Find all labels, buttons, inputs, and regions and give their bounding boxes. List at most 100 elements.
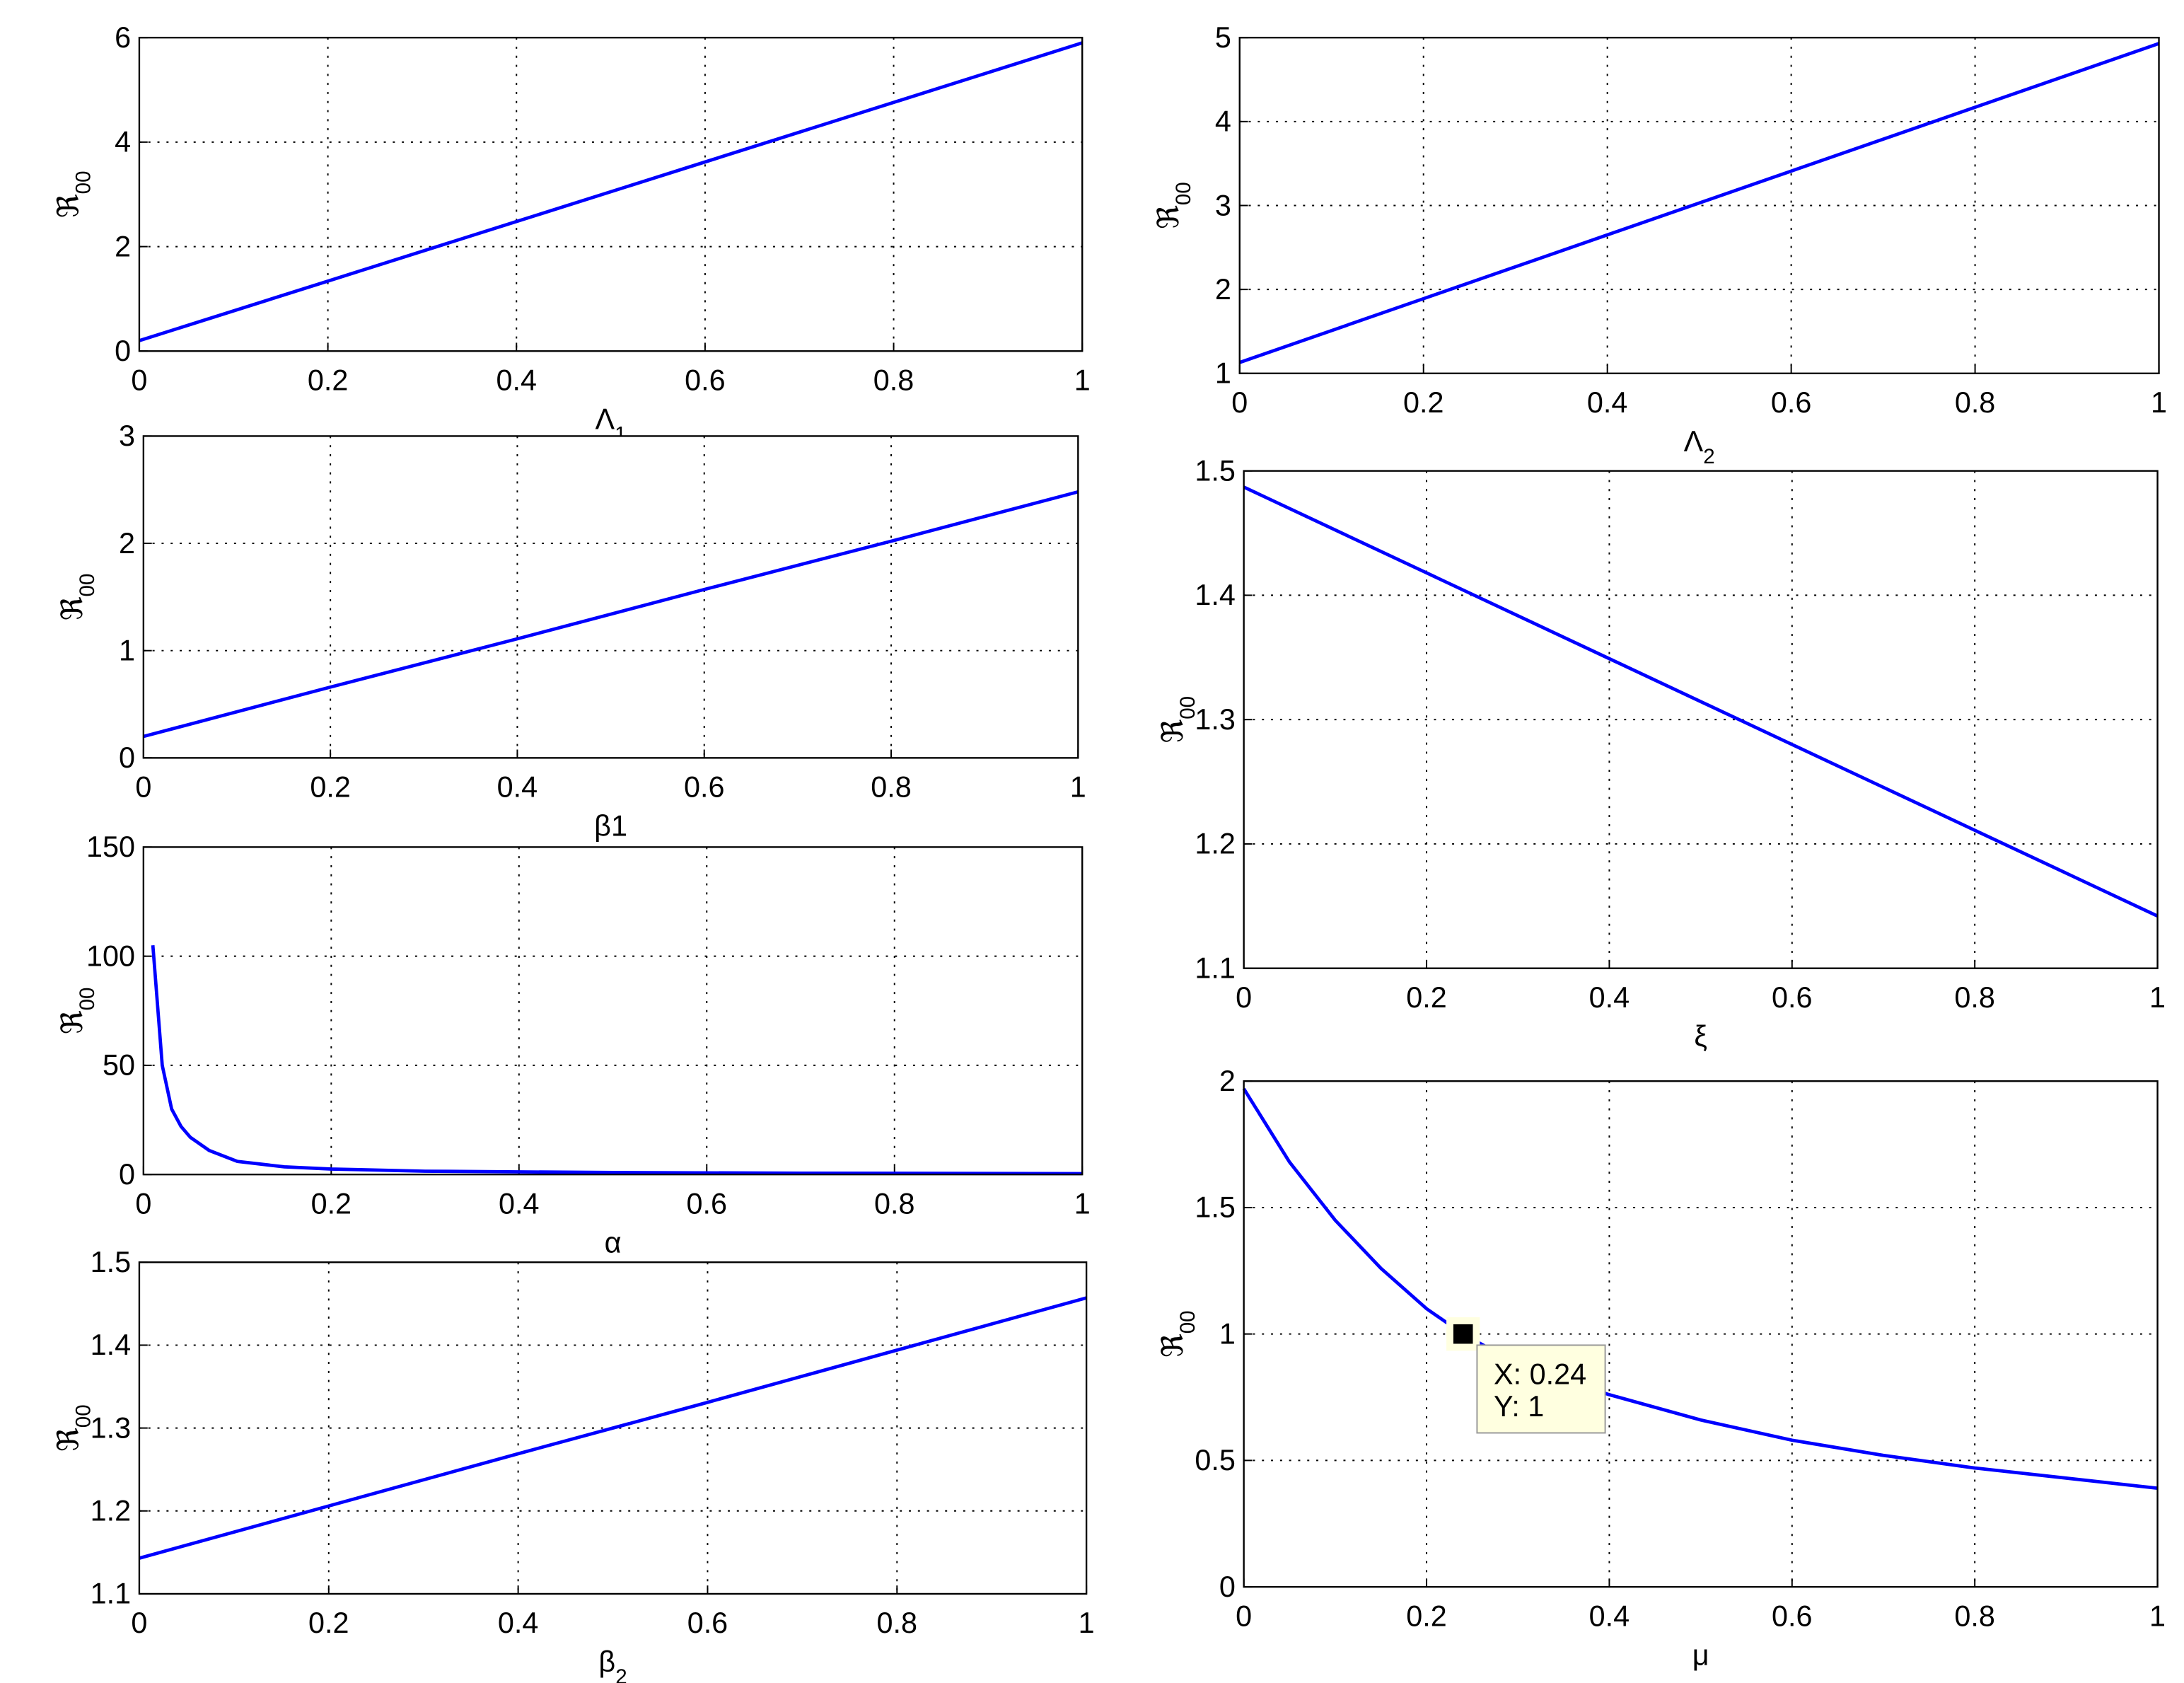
plot-area xyxy=(139,37,1083,352)
x-axis-label-base: μ xyxy=(1692,1638,1709,1671)
plot-area xyxy=(143,436,1079,758)
subplot: 0 0.2 0.4 0.6 0.8 1 0 50 100 150 α ℜ00 xyxy=(56,831,1091,1259)
x-tick-label: 1 xyxy=(1074,1187,1091,1220)
x-axis-label-base: β xyxy=(598,1646,615,1678)
x-tick-label: 0 xyxy=(1231,386,1248,419)
y-axis-label-base: ℜ xyxy=(1152,205,1185,229)
axes-frame xyxy=(142,846,1084,1176)
x-axis-label-base: ξ xyxy=(1694,1020,1707,1053)
y-axis-label-base: ℜ xyxy=(56,596,88,620)
x-tick-label: 0.2 xyxy=(1403,386,1444,419)
y-axis-label-sub: 00 xyxy=(1176,1310,1200,1334)
plot-area xyxy=(1239,37,2159,374)
y-tick-label: 1.5 xyxy=(1195,454,1235,487)
x-tick-label: 0.8 xyxy=(877,1607,917,1639)
x-tick-label: 0.2 xyxy=(308,1607,349,1639)
y-tick-label: 1.3 xyxy=(91,1411,131,1444)
x-axis-label-base: Λ xyxy=(1684,425,1704,458)
y-axis-label: ℜ00 xyxy=(1156,696,1200,744)
y-axis-label-sub: 00 xyxy=(71,170,95,194)
y-tick-label: 3 xyxy=(1215,189,1231,221)
x-axis-label-base: β1 xyxy=(594,810,627,843)
x-tick-label: 0.4 xyxy=(1587,386,1627,419)
x-tick-label: 0.8 xyxy=(873,364,914,396)
axes-frame xyxy=(1243,470,2159,969)
x-tick-label: 0 xyxy=(1236,981,1252,1014)
x-axis-label-sub: 2 xyxy=(615,1665,627,1683)
x-tick-label: 0.4 xyxy=(498,1607,538,1639)
x-tick-label: 0.6 xyxy=(685,364,725,396)
x-axis-label-sub: 2 xyxy=(1703,445,1714,468)
y-tick-label: 5 xyxy=(1215,21,1231,54)
x-tick-label: 0.2 xyxy=(308,364,348,396)
y-tick-label: 0.5 xyxy=(1195,1444,1235,1476)
x-tick-label: 1 xyxy=(2151,386,2167,419)
x-tick-label: 0.4 xyxy=(497,770,538,803)
x-tick-label: 0.6 xyxy=(687,1187,727,1220)
data-line xyxy=(139,41,1083,342)
y-tick-label: 3 xyxy=(119,420,135,452)
plot-area xyxy=(143,847,1083,1175)
x-axis-label: β2 xyxy=(598,1646,627,1683)
y-tick-label: 1.1 xyxy=(1195,952,1235,984)
y-axis-label-sub: 00 xyxy=(1172,182,1195,205)
datatip-box xyxy=(1476,1344,1606,1434)
y-tick-label: 0 xyxy=(119,1158,135,1191)
y-axis-label-sub: 00 xyxy=(76,988,99,1011)
y-tick-label: 1 xyxy=(1219,1317,1236,1350)
y-tick-label: 1.3 xyxy=(1195,703,1235,736)
y-tick-label: 6 xyxy=(115,21,131,54)
y-tick-label: 1.5 xyxy=(1195,1191,1235,1224)
x-axis-label: μ xyxy=(1692,1638,1709,1671)
y-axis-label: ℜ00 xyxy=(52,170,95,218)
axes-frame xyxy=(1238,36,2160,374)
y-tick-label: 1.2 xyxy=(1195,828,1235,860)
x-tick-label: 0.8 xyxy=(871,770,911,803)
y-tick-label: 4 xyxy=(1215,105,1231,138)
x-axis-label-base: α xyxy=(605,1226,622,1259)
axes-frame xyxy=(138,36,1084,352)
subplot: 0 0.2 0.4 0.6 0.8 1 1.1 1.2 1.3 1.4 1.5 β2 ℜ00 xyxy=(52,1246,1094,1683)
y-tick-label: 2 xyxy=(115,230,131,262)
data-line xyxy=(139,1296,1087,1560)
y-axis-label: ℜ00 xyxy=(1156,1310,1200,1358)
axes-frame xyxy=(142,435,1079,759)
datatip-x: X: 0.24 xyxy=(1494,1358,1586,1391)
x-tick-label: 0.8 xyxy=(1955,386,1995,419)
y-tick-label: 1.4 xyxy=(1195,579,1235,611)
x-tick-label: 0 xyxy=(1236,1600,1252,1632)
x-tick-label: 0 xyxy=(131,364,147,396)
y-tick-label: 100 xyxy=(86,939,135,972)
x-tick-label: 0.4 xyxy=(1589,981,1630,1014)
y-tick-label: 2 xyxy=(1219,1065,1236,1097)
y-tick-label: 4 xyxy=(115,126,131,158)
x-axis-label: β1 xyxy=(594,810,627,843)
x-tick-label: 0.8 xyxy=(1954,1600,1994,1632)
x-tick-label: 1 xyxy=(2149,981,2166,1014)
axes-frame xyxy=(138,1261,1088,1595)
x-tick-label: 0.8 xyxy=(1954,981,1994,1014)
y-axis-label: ℜ00 xyxy=(56,574,99,621)
y-axis-label-base: ℜ xyxy=(52,1428,84,1452)
x-axis-label: Λ2 xyxy=(1684,425,1715,468)
x-tick-label: 1 xyxy=(2149,1600,2166,1632)
x-tick-label: 0.4 xyxy=(499,1187,539,1220)
x-axis-label: ξ xyxy=(1694,1020,1707,1053)
x-tick-label: 1 xyxy=(1074,364,1091,396)
y-tick-label: 1.5 xyxy=(91,1246,131,1278)
x-tick-label: 0 xyxy=(131,1607,147,1639)
y-tick-label: 150 xyxy=(86,831,135,863)
x-tick-label: 1 xyxy=(1079,1607,1095,1639)
y-axis-label-sub: 00 xyxy=(76,574,99,597)
x-tick-label: 0 xyxy=(135,770,151,803)
x-tick-label: 0.4 xyxy=(1589,1600,1630,1632)
y-tick-label: 1.4 xyxy=(91,1329,131,1361)
y-axis-label-base: ℜ xyxy=(1156,719,1189,744)
y-tick-label: 50 xyxy=(103,1049,135,1082)
subplot: 0 0.2 0.4 0.6 0.8 1 0 0.5 1 1.5 2 μ ℜ00 X: 0.24Y: 1 xyxy=(1156,1065,2166,1671)
data-line xyxy=(1238,42,2160,364)
y-axis-label: ℜ00 xyxy=(1152,182,1195,229)
y-axis-label-sub: 00 xyxy=(1176,696,1200,719)
